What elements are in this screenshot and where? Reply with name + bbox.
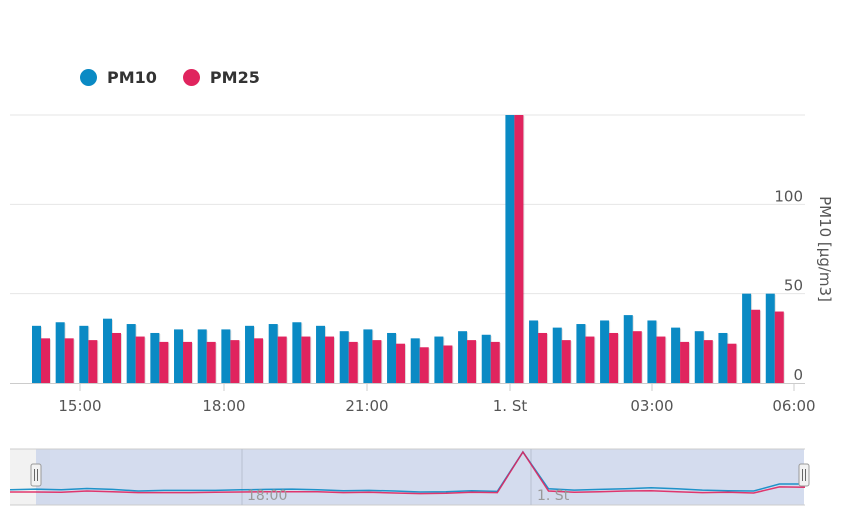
bar-pm25 <box>64 338 74 383</box>
axes: 0 50 100 PM10 [µg/m3] 15:00 18:00 21:00 1. St 03… <box>10 187 834 415</box>
bar-pm10 <box>458 331 468 383</box>
bar-pm25 <box>254 338 264 383</box>
y-axis-title: PM10 [µg/m3] <box>816 196 834 302</box>
bar-pm10 <box>671 327 681 383</box>
bar-pm25 <box>277 336 287 383</box>
bar-pm10 <box>316 325 326 383</box>
bar-pm25 <box>419 347 429 383</box>
bar-pm10 <box>718 332 728 383</box>
navigator-tick-label: 18:00 <box>247 488 287 504</box>
bar-pm10 <box>576 324 586 383</box>
x-tick-label: 1. St <box>493 397 528 415</box>
bar-pm25 <box>751 309 761 383</box>
bar-pm25 <box>490 341 500 383</box>
bar-pm25 <box>774 311 784 383</box>
bar-pm25 <box>609 332 619 383</box>
bar-pm25 <box>41 338 50 383</box>
bar-pm10 <box>339 331 349 383</box>
x-tick-label: 18:00 <box>202 397 245 415</box>
bar-pm10 <box>221 329 231 383</box>
navigator-selected-range <box>36 449 804 505</box>
bar-pm25 <box>561 340 571 383</box>
legend-marker-pm10 <box>80 69 97 86</box>
legend-marker-pm25 <box>182 69 200 86</box>
navigator-handle-right[interactable] <box>798 463 810 487</box>
bar-pm25 <box>538 332 548 383</box>
x-tick-label: 15:00 <box>58 397 101 415</box>
bar-pm10 <box>79 325 89 383</box>
legend-item-pm10[interactable]: PM10 <box>80 68 157 87</box>
bar-pm10 <box>552 327 562 383</box>
handle-body <box>798 463 810 487</box>
bar-pm10 <box>505 115 515 383</box>
bar-pm25 <box>656 336 666 383</box>
legend-label-pm25: PM25 <box>209 68 260 87</box>
bar-pm25 <box>396 343 406 383</box>
bar-pm25 <box>230 340 240 383</box>
bar-pm10 <box>150 332 160 383</box>
bar-pm25 <box>88 340 98 383</box>
bar-pm10 <box>529 320 539 383</box>
bar-pm25 <box>348 341 358 383</box>
bar-pm10 <box>765 293 775 383</box>
bar-pm10 <box>32 325 41 383</box>
bar-pm25 <box>183 341 193 383</box>
navigator-handle-left[interactable] <box>30 463 42 487</box>
bar-pm25 <box>443 345 453 383</box>
bar-pm25 <box>301 336 311 383</box>
bar-pm10 <box>103 318 113 383</box>
bar-pm10 <box>55 322 65 383</box>
y-tick-label: 100 <box>774 187 803 205</box>
bar-pm10 <box>742 293 752 383</box>
bar-pm25 <box>514 115 524 383</box>
bar-pm10 <box>292 322 302 383</box>
bar-pm10 <box>481 334 491 383</box>
bar-pm25 <box>159 341 169 383</box>
bar-pm10 <box>410 338 420 383</box>
legend: PM10 PM25 <box>80 68 260 87</box>
bar-pm10 <box>434 336 444 383</box>
bar-pm10 <box>623 315 633 383</box>
bar-pm25 <box>467 340 477 383</box>
bar-pm25 <box>135 336 145 383</box>
navigator-series-pm10 <box>9 450 805 493</box>
bar-pm25 <box>727 343 737 383</box>
bar-pm10 <box>126 324 136 383</box>
bar-pm10 <box>197 329 207 383</box>
x-tick-label: 03:00 <box>630 397 673 415</box>
navigator-series-pm25 <box>10 450 806 495</box>
handle-body <box>30 463 42 487</box>
x-tick-label: 21:00 <box>345 397 388 415</box>
bar-pm10 <box>387 332 397 383</box>
bar-pm10 <box>600 320 610 383</box>
legend-item-pm25[interactable]: PM25 <box>182 68 260 87</box>
bar-pm25 <box>585 336 595 383</box>
bar-pm25 <box>632 331 642 383</box>
bar-pm10 <box>268 324 278 383</box>
y-tick-label: 50 <box>784 277 803 295</box>
navigator-tick-label: 1. St <box>537 488 570 504</box>
bar-pm25 <box>206 341 216 383</box>
bar-pm25 <box>112 332 122 383</box>
bar-pm10 <box>363 329 373 383</box>
bar-pm25 <box>325 336 335 383</box>
bar-pm10 <box>245 325 255 383</box>
bar-pm25 <box>680 341 690 383</box>
legend-label-pm10: PM10 <box>107 68 157 87</box>
navigator[interactable]: 18:00 1. St <box>9 448 810 506</box>
bar-pm10 <box>647 320 657 383</box>
x-tick-label: 06:00 <box>772 397 815 415</box>
bar-pm10 <box>174 329 184 383</box>
bar-pm25 <box>703 340 713 383</box>
gridlines <box>10 114 805 295</box>
bar-pm25 <box>372 340 382 383</box>
y-tick-label: 0 <box>793 366 803 384</box>
bar-pm10 <box>694 331 704 383</box>
bars <box>32 115 785 384</box>
